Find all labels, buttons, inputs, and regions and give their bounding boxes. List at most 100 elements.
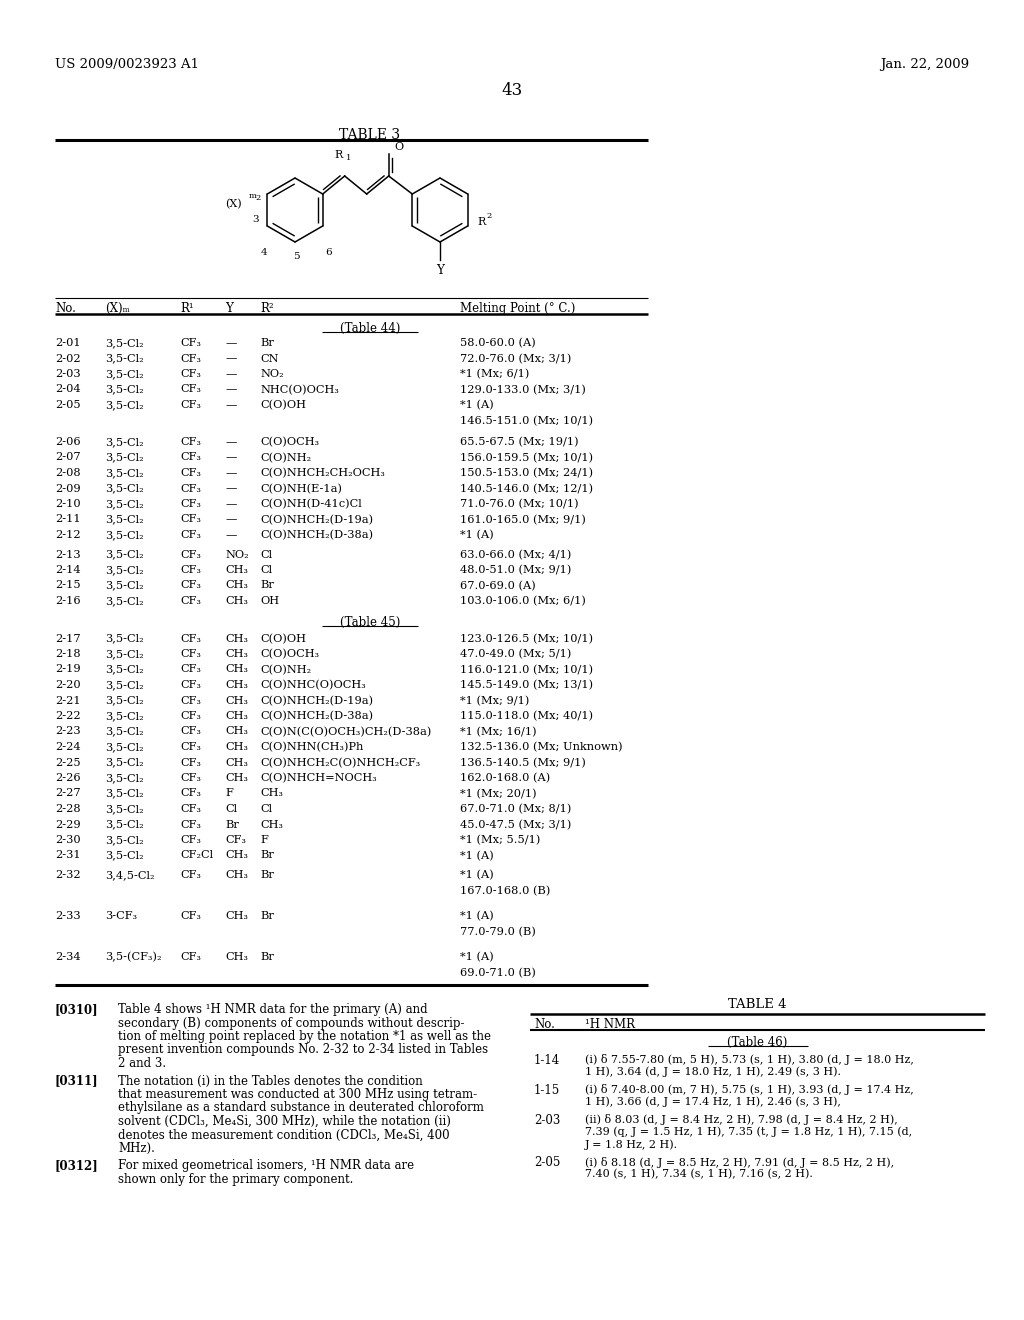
Text: C(O)NHN(CH₃)Ph: C(O)NHN(CH₃)Ph [260, 742, 364, 752]
Text: Cl: Cl [225, 804, 238, 814]
Text: CN: CN [260, 354, 279, 363]
Text: 1-14: 1-14 [534, 1053, 560, 1067]
Text: CF₃: CF₃ [180, 788, 201, 799]
Text: CF₃: CF₃ [180, 680, 201, 690]
Text: *1 (Mx; 5.5/1): *1 (Mx; 5.5/1) [460, 836, 541, 845]
Text: —: — [225, 400, 237, 411]
Text: C(O)NHCH₂(D-19a): C(O)NHCH₂(D-19a) [260, 696, 373, 706]
Text: 72.0-76.0 (Mx; 3/1): 72.0-76.0 (Mx; 3/1) [460, 354, 571, 364]
Text: The notation (i) in the Tables denotes the condition: The notation (i) in the Tables denotes t… [118, 1074, 423, 1088]
Text: CF₃: CF₃ [180, 565, 201, 576]
Text: (X)ₘ: (X)ₘ [105, 302, 130, 315]
Text: 2-01: 2-01 [55, 338, 81, 348]
Text: 2-29: 2-29 [55, 820, 81, 829]
Text: CF₃: CF₃ [180, 483, 201, 494]
Text: C(O)NH(D-41c)Cl: C(O)NH(D-41c)Cl [260, 499, 361, 510]
Text: CH₃: CH₃ [225, 581, 248, 590]
Text: 2-22: 2-22 [55, 711, 81, 721]
Text: No.: No. [534, 1018, 555, 1031]
Text: denotes the measurement condition (CDCl₃, Me₄Si, 400: denotes the measurement condition (CDCl₃… [118, 1129, 450, 1142]
Text: —: — [225, 384, 237, 395]
Text: 162.0-168.0 (A): 162.0-168.0 (A) [460, 774, 550, 783]
Text: C(O)NHCH₂CH₂OCH₃: C(O)NHCH₂CH₂OCH₃ [260, 469, 385, 478]
Text: NO₂: NO₂ [260, 370, 284, 379]
Text: 2: 2 [255, 194, 260, 202]
Text: C(O)N(C(O)OCH₃)CH₂(D-38a): C(O)N(C(O)OCH₃)CH₂(D-38a) [260, 726, 431, 737]
Text: CF₃: CF₃ [180, 597, 201, 606]
Text: —: — [225, 531, 237, 540]
Text: CF₃: CF₃ [180, 804, 201, 814]
Text: 2-15: 2-15 [55, 581, 81, 590]
Text: [0310]: [0310] [55, 1003, 98, 1016]
Text: Cl: Cl [260, 804, 272, 814]
Text: Br: Br [260, 911, 273, 921]
Text: 3,5-Cl₂: 3,5-Cl₂ [105, 400, 143, 411]
Text: 3,5-Cl₂: 3,5-Cl₂ [105, 664, 143, 675]
Text: CF₃: CF₃ [180, 649, 201, 659]
Text: Br: Br [225, 820, 239, 829]
Text: 3,5-Cl₂: 3,5-Cl₂ [105, 758, 143, 767]
Text: OH: OH [260, 597, 280, 606]
Text: For mixed geometrical isomers, ¹H NMR data are: For mixed geometrical isomers, ¹H NMR da… [118, 1159, 414, 1172]
Text: CF₃: CF₃ [180, 469, 201, 478]
Text: 43: 43 [502, 82, 522, 99]
Text: secondary (B) components of compounds without descrip-: secondary (B) components of compounds wi… [118, 1016, 465, 1030]
Text: CF₃: CF₃ [180, 531, 201, 540]
Text: 3,5-Cl₂: 3,5-Cl₂ [105, 338, 143, 348]
Text: shown only for the primary component.: shown only for the primary component. [118, 1173, 353, 1185]
Text: CF₃: CF₃ [225, 836, 246, 845]
Text: 3,5-Cl₂: 3,5-Cl₂ [105, 354, 143, 363]
Text: 2-07: 2-07 [55, 453, 81, 462]
Text: 3,5-Cl₂: 3,5-Cl₂ [105, 581, 143, 590]
Text: —: — [225, 437, 237, 447]
Text: —: — [225, 453, 237, 462]
Text: CH₃: CH₃ [225, 850, 248, 861]
Text: —: — [225, 499, 237, 510]
Text: CH₃: CH₃ [225, 664, 248, 675]
Text: 3,5-Cl₂: 3,5-Cl₂ [105, 597, 143, 606]
Text: that measurement was conducted at 300 MHz using tetram-: that measurement was conducted at 300 MH… [118, 1088, 477, 1101]
Text: CH₃: CH₃ [260, 820, 283, 829]
Text: CF₃: CF₃ [180, 820, 201, 829]
Text: 2: 2 [486, 213, 492, 220]
Text: 2-05: 2-05 [534, 1156, 560, 1170]
Text: CF₃: CF₃ [180, 499, 201, 510]
Text: CH₃: CH₃ [225, 952, 248, 962]
Text: CF₃: CF₃ [180, 338, 201, 348]
Text: 7.39 (q, J = 1.5 Hz, 1 H), 7.35 (t, J = 1.8 Hz, 1 H), 7.15 (d,: 7.39 (q, J = 1.5 Hz, 1 H), 7.35 (t, J = … [585, 1126, 912, 1137]
Text: 2-03: 2-03 [534, 1114, 560, 1127]
Text: 2-34: 2-34 [55, 952, 81, 962]
Text: (i) δ 7.55-7.80 (m, 5 H), 5.73 (s, 1 H), 3.80 (d, J = 18.0 Hz,: (i) δ 7.55-7.80 (m, 5 H), 5.73 (s, 1 H),… [585, 1053, 913, 1065]
Text: [0311]: [0311] [55, 1074, 98, 1088]
Text: ethylsilane as a standard substance in deuterated chloroform: ethylsilane as a standard substance in d… [118, 1101, 484, 1114]
Text: 2-27: 2-27 [55, 788, 81, 799]
Text: J = 1.8 Hz, 2 H).: J = 1.8 Hz, 2 H). [585, 1139, 678, 1150]
Text: *1 (A): *1 (A) [460, 850, 494, 861]
Text: *1 (Mx; 9/1): *1 (Mx; 9/1) [460, 696, 529, 706]
Text: *1 (A): *1 (A) [460, 911, 494, 921]
Text: Br: Br [260, 952, 273, 962]
Text: Y: Y [225, 302, 232, 315]
Text: C(O)NHCH₂(D-38a): C(O)NHCH₂(D-38a) [260, 531, 373, 540]
Text: 3,5-Cl₂: 3,5-Cl₂ [105, 649, 143, 659]
Text: 3,5-Cl₂: 3,5-Cl₂ [105, 774, 143, 783]
Text: 3,4,5-Cl₂: 3,4,5-Cl₂ [105, 870, 155, 880]
Text: CF₃: CF₃ [180, 952, 201, 962]
Text: *1 (A): *1 (A) [460, 952, 494, 962]
Text: R¹: R¹ [180, 302, 194, 315]
Text: 2-20: 2-20 [55, 680, 81, 690]
Text: Br: Br [260, 338, 273, 348]
Text: 3,5-Cl₂: 3,5-Cl₂ [105, 437, 143, 447]
Text: 3,5-Cl₂: 3,5-Cl₂ [105, 696, 143, 705]
Text: TABLE 4: TABLE 4 [728, 998, 786, 1011]
Text: *1 (Mx; 6/1): *1 (Mx; 6/1) [460, 370, 529, 379]
Text: Jan. 22, 2009: Jan. 22, 2009 [880, 58, 969, 71]
Text: CH₃: CH₃ [225, 726, 248, 737]
Text: 2-16: 2-16 [55, 597, 81, 606]
Text: Table 4 shows ¹H NMR data for the primary (A) and: Table 4 shows ¹H NMR data for the primar… [118, 1003, 428, 1016]
Text: CH₃: CH₃ [225, 758, 248, 767]
Text: CF₃: CF₃ [180, 696, 201, 705]
Text: No.: No. [55, 302, 76, 315]
Text: 3,5-Cl₂: 3,5-Cl₂ [105, 711, 143, 721]
Text: 1-15: 1-15 [534, 1084, 560, 1097]
